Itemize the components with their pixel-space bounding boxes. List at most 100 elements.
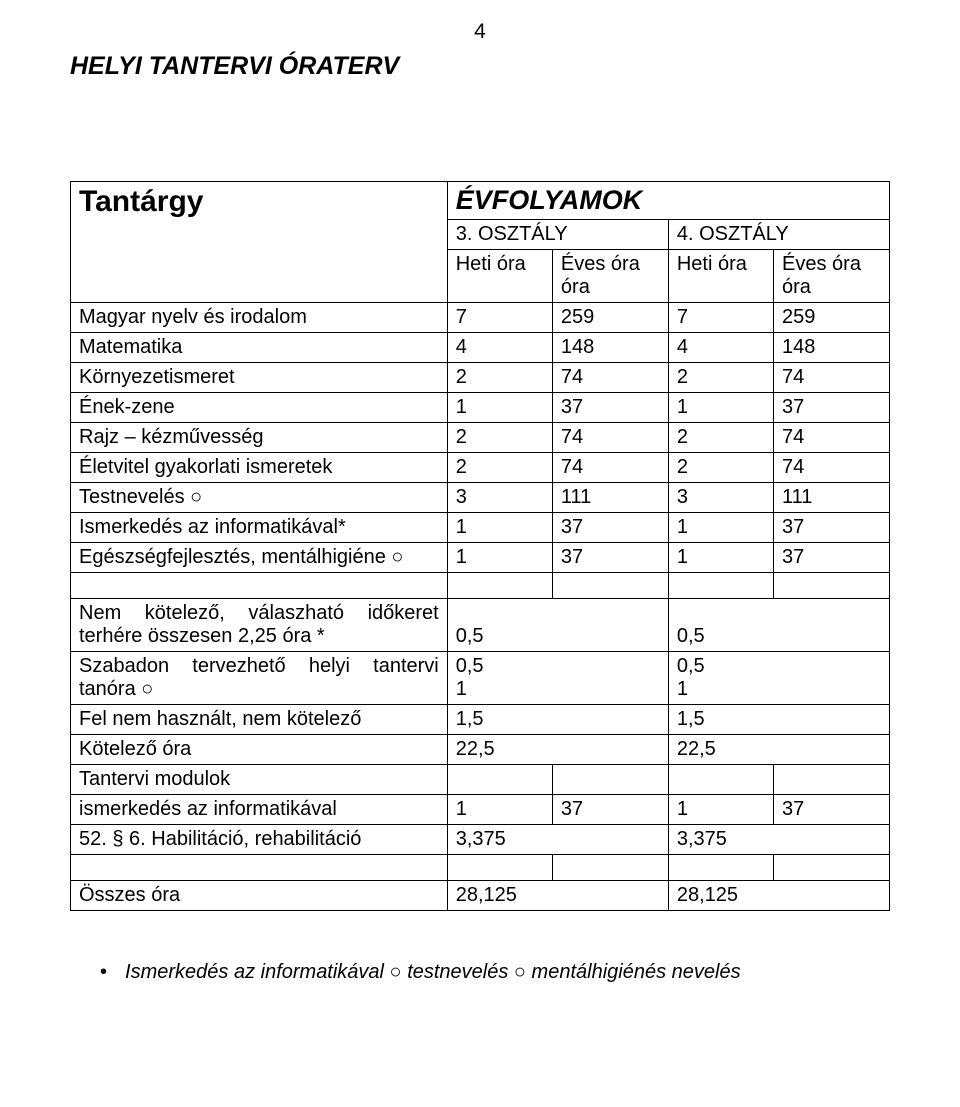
cell: 28,125 [447, 881, 668, 911]
cell: 74 [552, 423, 668, 453]
footnote-text: Ismerkedés az informatikával ○ testnevel… [125, 961, 741, 984]
cell: 0,51 [668, 652, 889, 705]
cell: 37 [774, 513, 890, 543]
table-row: 52. § 6. Habilitáció, rehabilitáció 3,37… [71, 825, 890, 855]
cell: 3 [668, 483, 773, 513]
cell: 2 [668, 363, 773, 393]
cell: 7 [447, 303, 552, 333]
row-label: Ismerkedés az informatikával* [71, 513, 448, 543]
table-row: Ismerkedés az informatikával*137137 [71, 513, 890, 543]
document-title: HELYI TANTERVI ÓRATERV [70, 52, 890, 81]
table-row: Nem kötelező, válaszható időkeret terhér… [71, 599, 890, 652]
cell: 74 [552, 363, 668, 393]
cell: 0,5 [447, 599, 668, 652]
table-row: Környezetismeret274274 [71, 363, 890, 393]
header-heti2: Heti óra [668, 250, 773, 303]
total-row: Összes óra 28,125 28,125 [71, 881, 890, 911]
empty-row [71, 573, 890, 599]
table-row: Egészségfejlesztés, mentálhigiéne ○13713… [71, 543, 890, 573]
cell: 3,375 [668, 825, 889, 855]
header-osztaly4: 4. OSZTÁLY [668, 220, 889, 250]
table-row: Testnevelés ○31113111 [71, 483, 890, 513]
row-label: Kötelező óra [71, 735, 448, 765]
cell: 259 [774, 303, 890, 333]
cell: 74 [774, 363, 890, 393]
curriculum-table: Tantárgy ÉVFOLYAMOK 3. OSZTÁLY 4. OSZTÁL… [70, 181, 890, 911]
cell: 37 [774, 795, 890, 825]
row-label: Egészségfejlesztés, mentálhigiéne ○ [71, 543, 448, 573]
cell: 1 [447, 513, 552, 543]
cell: 148 [774, 333, 890, 363]
bullet-icon: • [70, 961, 125, 984]
cell: 1 [668, 543, 773, 573]
cell: 1 [668, 513, 773, 543]
empty-row [71, 855, 890, 881]
header-evfolyamok: ÉVFOLYAMOK [447, 182, 889, 220]
cell: 2 [668, 453, 773, 483]
row-label: Összes óra [71, 881, 448, 911]
cell: 1,5 [668, 705, 889, 735]
header-osztaly3: 3. OSZTÁLY [447, 220, 668, 250]
header-eves2: Éves óraóra [774, 250, 890, 303]
cell: 2 [447, 423, 552, 453]
cell: 111 [552, 483, 668, 513]
cell: 1 [668, 795, 773, 825]
cell: 22,5 [447, 735, 668, 765]
cell: 0,51 [447, 652, 668, 705]
cell: 2 [668, 423, 773, 453]
cell: 2 [447, 363, 552, 393]
cell: 1,5 [447, 705, 668, 735]
cell: 1 [668, 393, 773, 423]
table-row: Szabadon tervezhető helyi tantervi tanór… [71, 652, 890, 705]
table-row: Rajz – kézművesség274274 [71, 423, 890, 453]
table-row: Magyar nyelv és irodalom72597259 [71, 303, 890, 333]
footnote: • Ismerkedés az informatikával ○ testnev… [70, 961, 890, 984]
cell: 1 [447, 393, 552, 423]
cell: 28,125 [668, 881, 889, 911]
row-label: 52. § 6. Habilitáció, rehabilitáció [71, 825, 448, 855]
row-label: Testnevelés ○ [71, 483, 448, 513]
row-label: Környezetismeret [71, 363, 448, 393]
cell: 1 [447, 543, 552, 573]
table-row: Fel nem használt, nem kötelező 1,5 1,5 [71, 705, 890, 735]
cell: 7 [668, 303, 773, 333]
cell: 74 [552, 453, 668, 483]
cell: 74 [774, 423, 890, 453]
row-label: Nem kötelező, válaszható időkeret terhér… [71, 599, 448, 652]
cell: 37 [552, 393, 668, 423]
cell: 3 [447, 483, 552, 513]
row-label: Tantervi modulok [71, 765, 448, 795]
row-label: Fel nem használt, nem kötelező [71, 705, 448, 735]
header-eves1: Éves óraóra [552, 250, 668, 303]
cell: 3,375 [447, 825, 668, 855]
row-label: Ének-zene [71, 393, 448, 423]
cell: 2 [447, 453, 552, 483]
cell: 1 [447, 795, 552, 825]
table-row: Tantervi modulok [71, 765, 890, 795]
cell: 37 [552, 513, 668, 543]
row-label: Magyar nyelv és irodalom [71, 303, 448, 333]
cell: 259 [552, 303, 668, 333]
cell: 22,5 [668, 735, 889, 765]
cell: 74 [774, 453, 890, 483]
table-row: ismerkedés az informatikával 1 37 1 37 [71, 795, 890, 825]
cell: 4 [447, 333, 552, 363]
row-label: Szabadon tervezhető helyi tantervi tanór… [71, 652, 448, 705]
table-row: Életvitel gyakorlati ismeretek274274 [71, 453, 890, 483]
cell: 0,5 [668, 599, 889, 652]
row-label: Matematika [71, 333, 448, 363]
table-row: Matematika41484148 [71, 333, 890, 363]
table-row: Kötelező óra 22,5 22,5 [71, 735, 890, 765]
table-row: Ének-zene137137 [71, 393, 890, 423]
row-label: Rajz – kézművesség [71, 423, 448, 453]
cell: 37 [774, 543, 890, 573]
row-label: ismerkedés az informatikával [71, 795, 448, 825]
row-label: Életvitel gyakorlati ismeretek [71, 453, 448, 483]
cell: 37 [552, 795, 668, 825]
cell: 111 [774, 483, 890, 513]
cell: 37 [774, 393, 890, 423]
cell: 4 [668, 333, 773, 363]
cell: 37 [552, 543, 668, 573]
header-tantargy: Tantárgy [71, 182, 448, 303]
header-heti1: Heti óra [447, 250, 552, 303]
